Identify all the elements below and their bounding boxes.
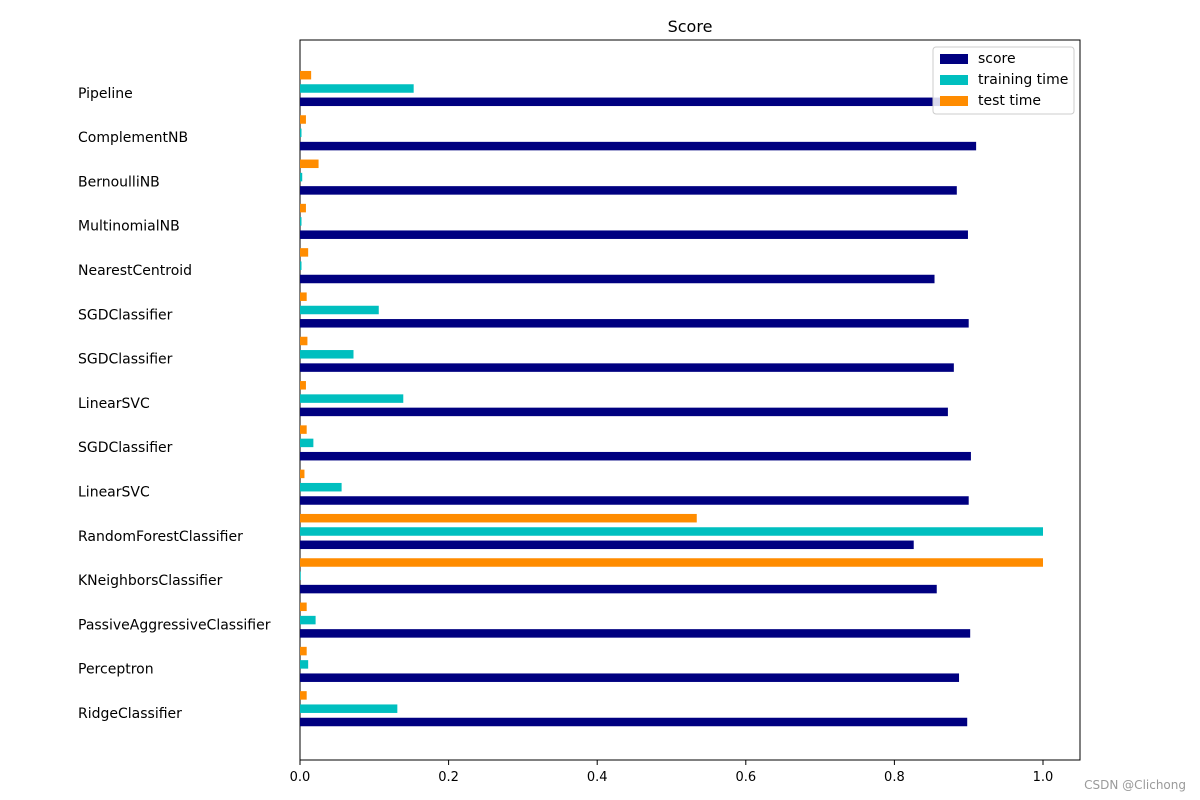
bar-score xyxy=(300,186,957,195)
category-label: SGDClassifier xyxy=(78,440,173,456)
category-label: Perceptron xyxy=(78,662,154,678)
x-tick-label: 0.4 xyxy=(587,770,608,785)
bar-training-time xyxy=(300,128,302,138)
bar-training-time xyxy=(300,527,1043,536)
legend-label-training-time: training time xyxy=(978,72,1068,88)
bar-score xyxy=(300,496,969,505)
x-axis-ticks: 0.0 0.2 0.4 0.6 0.8 1.0 xyxy=(290,760,1054,785)
category-label: ComplementNB xyxy=(78,130,188,146)
category-label: SGDClassifier xyxy=(78,307,173,323)
bar-score xyxy=(300,540,914,550)
legend-label-test-time: test time xyxy=(978,93,1041,109)
legend: score training time test time xyxy=(932,46,1075,115)
x-tick-label: 0.8 xyxy=(884,770,905,785)
bar-test-time xyxy=(300,646,307,656)
bar-training-time xyxy=(300,615,316,625)
category-label: SGDClassifier xyxy=(78,352,173,368)
bar-test-time xyxy=(300,70,312,80)
bar-test-time xyxy=(300,425,307,434)
x-tick-label: 0.2 xyxy=(438,770,459,785)
bar-test-time xyxy=(300,558,1043,567)
bar-test-time xyxy=(300,336,308,346)
bar-score xyxy=(300,319,969,328)
bar-training-time xyxy=(300,571,301,581)
legend-box xyxy=(932,46,1075,115)
bar-test-time xyxy=(300,469,305,479)
bar-score xyxy=(300,451,971,461)
bar-training-time xyxy=(300,217,302,226)
category-labels: RidgeClassifier Perceptron PassiveAggressi… xyxy=(78,86,271,722)
bar-training-time xyxy=(300,84,414,93)
category-label: LinearSVC xyxy=(78,485,150,501)
bar-training-time xyxy=(300,394,404,403)
bar-test-time xyxy=(300,691,307,700)
category-label: Pipeline xyxy=(78,86,133,102)
bar-score xyxy=(300,407,948,417)
category-label: RandomForestClassifier xyxy=(78,529,243,545)
bar-training-time xyxy=(300,305,379,315)
bar-training-time xyxy=(300,438,314,448)
bar-training-time xyxy=(300,482,342,492)
legend-swatch-training-time xyxy=(940,75,968,85)
bar-test-time xyxy=(300,203,306,213)
bar-group xyxy=(300,70,1043,727)
chart-title: Score xyxy=(668,17,713,36)
category-label: RidgeClassifier xyxy=(78,706,182,722)
x-tick-label: 0.0 xyxy=(290,770,311,785)
watermark-text: CSDN @Clichong xyxy=(1084,778,1186,792)
bar-test-time xyxy=(300,292,307,301)
bar-test-time xyxy=(300,602,307,612)
x-tick-label: 0.6 xyxy=(735,770,756,785)
bar-score xyxy=(300,363,954,372)
legend-label-score: score xyxy=(978,51,1016,67)
category-label: BernoulliNB xyxy=(78,174,160,190)
category-label: NearestCentroid xyxy=(78,263,192,279)
bar-score xyxy=(300,141,977,151)
bar-score xyxy=(300,274,935,284)
category-label: KNeighborsClassifier xyxy=(78,573,223,589)
bar-test-time xyxy=(300,513,697,523)
x-tick-label: 1.0 xyxy=(1033,770,1054,785)
bar-score xyxy=(300,230,968,239)
bar-training-time xyxy=(300,350,354,359)
bar-score xyxy=(300,97,954,107)
bar-training-time xyxy=(300,261,302,270)
bar-score xyxy=(300,629,971,638)
legend-swatch-score xyxy=(940,54,968,64)
bar-training-time xyxy=(300,660,309,669)
bar-score xyxy=(300,584,937,594)
legend-swatch-test-time xyxy=(940,96,968,106)
category-label: LinearSVC xyxy=(78,396,150,412)
bar-training-time xyxy=(300,704,398,713)
bar-test-time xyxy=(300,115,306,124)
bar-score xyxy=(300,673,960,682)
category-label: MultinomialNB xyxy=(78,219,180,235)
bar-test-time xyxy=(300,381,306,390)
category-label: PassiveAggressiveClassifier xyxy=(78,617,271,633)
bar-test-time xyxy=(300,248,309,257)
bar-training-time xyxy=(300,172,303,182)
bar-test-time xyxy=(300,159,319,169)
bar-score xyxy=(300,717,968,727)
